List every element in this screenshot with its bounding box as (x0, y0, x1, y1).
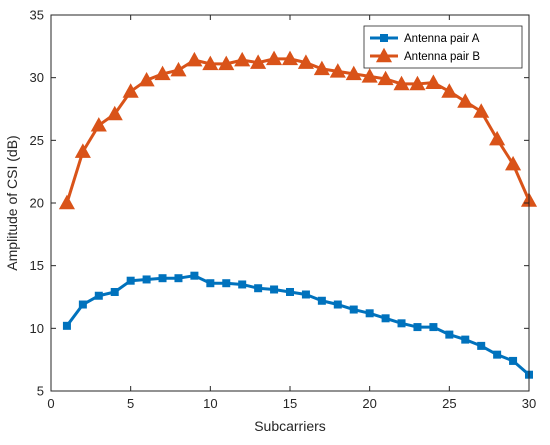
data-point (94, 291, 103, 300)
data-point (473, 103, 490, 118)
data-point (317, 296, 326, 305)
x-tick-label: 0 (47, 396, 54, 411)
data-point (429, 323, 438, 332)
data-point (301, 290, 310, 299)
data-point (58, 194, 75, 210)
data-point (158, 274, 167, 283)
data-point (365, 309, 374, 318)
legend: Antenna pair A Antenna pair B (363, 25, 523, 69)
y-tick-label: 20 (30, 196, 44, 211)
data-point (90, 117, 107, 132)
data-point (250, 54, 267, 69)
data-point (381, 314, 390, 323)
data-point (170, 61, 187, 77)
data-point (106, 105, 123, 121)
data-point (234, 51, 251, 67)
data-point (349, 305, 358, 314)
data-point (413, 323, 422, 332)
x-tick-label: 5 (127, 396, 134, 411)
data-point (397, 319, 406, 328)
data-point (110, 287, 119, 296)
data-point (297, 54, 314, 69)
y-tick-label: 5 (37, 384, 44, 399)
plot-area (51, 15, 529, 391)
x-tick-label: 25 (442, 396, 456, 411)
y-tick-label: 10 (30, 321, 44, 336)
data-point (313, 60, 330, 76)
y-tick-label: 25 (30, 133, 44, 148)
series-a (62, 271, 533, 379)
data-point (345, 65, 362, 81)
data-point (74, 143, 91, 158)
data-point (393, 75, 410, 91)
data-point (505, 155, 522, 171)
data-point (329, 63, 346, 78)
data-point (281, 50, 299, 66)
data-point (238, 280, 247, 289)
data-point (206, 279, 215, 288)
data-point (333, 300, 342, 309)
x-tick-label: 15 (283, 396, 297, 411)
x-tick-label: 20 (362, 396, 376, 411)
y-tick-label: 35 (30, 8, 44, 23)
data-point (174, 274, 183, 283)
data-point (186, 51, 203, 67)
data-point (477, 341, 486, 350)
data-point (62, 321, 71, 330)
data-point (461, 335, 470, 344)
data-point (138, 71, 155, 87)
y-axis-title: Amplitude of CSI (dB) (4, 135, 20, 270)
data-point (445, 330, 454, 339)
data-point (361, 68, 378, 83)
data-point (270, 285, 279, 294)
legend-triangle-icon (375, 47, 393, 63)
data-point (202, 55, 219, 71)
data-point (377, 70, 394, 86)
x-tick-label: 10 (203, 396, 217, 411)
data-point (222, 279, 231, 288)
data-point (154, 65, 171, 81)
data-point (441, 83, 458, 98)
data-point (126, 276, 135, 285)
data-point (78, 300, 87, 309)
x-axis-title: Subcarriers (254, 418, 326, 434)
series-layer (58, 50, 538, 379)
data-point (142, 275, 151, 284)
legend-square-icon (380, 34, 388, 42)
data-point (190, 271, 199, 280)
data-point (489, 130, 506, 146)
data-point (286, 287, 294, 296)
data-point (266, 50, 283, 66)
x-tick-label: 30 (522, 396, 536, 411)
data-point (254, 284, 263, 293)
data-point (457, 93, 474, 108)
data-point (409, 75, 426, 91)
data-point (425, 74, 442, 89)
y-tick-label: 15 (30, 258, 44, 273)
series-b (58, 50, 538, 210)
data-point (218, 55, 235, 71)
y-tick-label: 30 (30, 70, 44, 85)
data-point (493, 350, 502, 359)
legend-label: Antenna pair B (404, 51, 480, 63)
legend-label: Antenna pair A (404, 33, 480, 45)
data-point (509, 356, 518, 365)
data-point (122, 83, 139, 98)
